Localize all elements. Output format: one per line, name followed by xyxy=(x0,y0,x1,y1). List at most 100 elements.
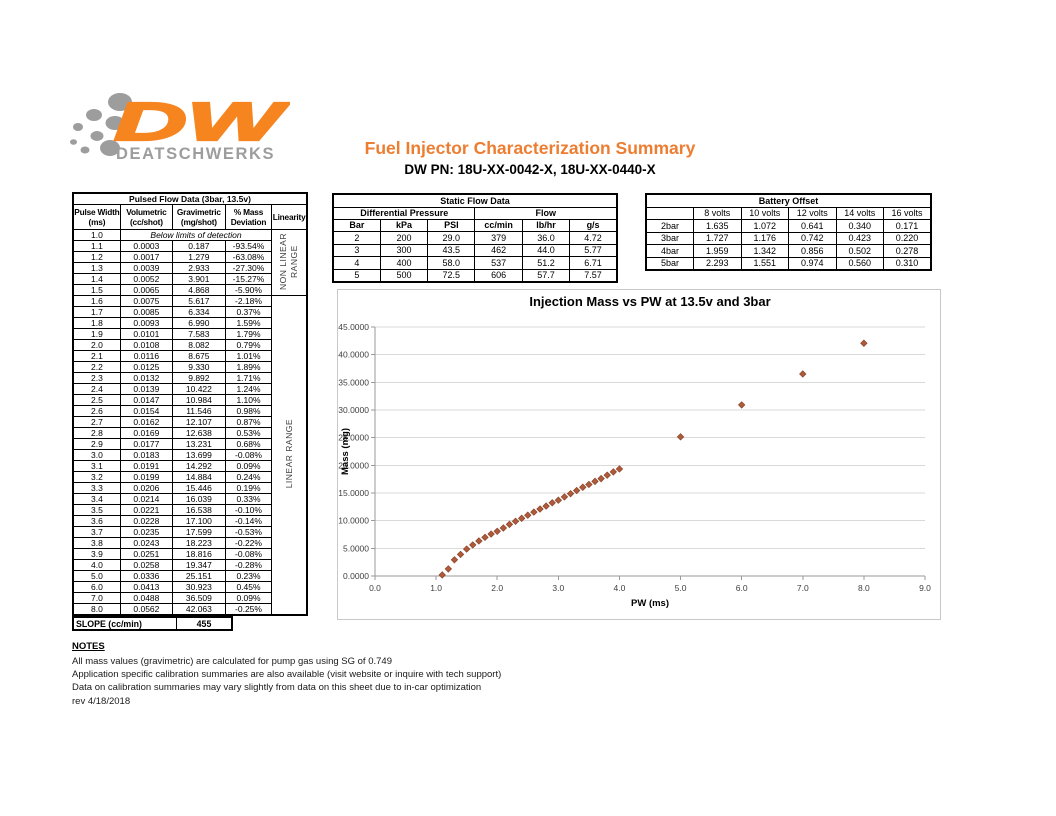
data-point-marker xyxy=(554,496,563,504)
data-point-marker xyxy=(548,499,556,507)
static-cell: 5.77 xyxy=(569,243,618,257)
volumetric-cell: 0.0147 xyxy=(119,394,173,406)
pulse-width-cell: 2.4 xyxy=(72,383,121,395)
data-point-marker xyxy=(676,433,685,441)
pulse-width-cell: 3.1 xyxy=(72,460,121,472)
gravimetric-cell: 11.546 xyxy=(171,405,226,417)
pulse-width-cell: 3.8 xyxy=(72,537,121,549)
gravimetric-cell: 9.892 xyxy=(171,372,226,384)
battery-col-header xyxy=(645,206,694,220)
data-point-marker xyxy=(536,505,544,513)
pulse-width-cell: 3.9 xyxy=(72,548,121,560)
data-point-marker xyxy=(493,527,501,535)
pulsed-data-row: 2.9 0.0177 13.231 0.68% xyxy=(72,438,307,450)
logo-graphic: DW DEATSCHWERKS xyxy=(70,91,291,163)
pulse-width-cell: 3.6 xyxy=(72,515,121,527)
gravimetric-cell: 18.223 xyxy=(171,537,226,549)
gravimetric-cell: 6.334 xyxy=(171,306,226,318)
battery-cell: 2.293 xyxy=(693,256,742,271)
notes-lines: All mass values (gravimetric) are calcul… xyxy=(72,655,592,708)
gravimetric-cell: 19.347 xyxy=(171,559,226,571)
y-tick-label: 10.0000 xyxy=(338,516,369,526)
pulsed-data-row: 3.4 0.0214 16.039 0.33% xyxy=(72,493,307,505)
y-tick-label: 25.0000 xyxy=(338,433,369,443)
y-tick-label: 0.0000 xyxy=(343,571,369,581)
deviation-cell: -63.08% xyxy=(224,251,273,263)
battery-cell: 0.220 xyxy=(883,231,932,245)
battery-cell: 0.423 xyxy=(835,231,884,245)
static-cell: 7.57 xyxy=(569,268,618,283)
deviation-cell: 0.37% xyxy=(224,306,273,318)
x-tick-label: 7.0 xyxy=(797,583,809,593)
static-data-row: 4 400 58.0 537 51.2 6.71 xyxy=(332,256,618,270)
deviation-cell: 1.24% xyxy=(224,383,273,395)
deviation-cell: 0.09% xyxy=(224,592,273,604)
volumetric-cell: 0.0199 xyxy=(119,471,173,483)
pulsed-data-row: 1.5 0.0065 4.868 -5.90% xyxy=(72,284,307,296)
deviation-cell: -0.14% xyxy=(224,515,273,527)
pulsed-flow-table: Pulsed Flow Data (3bar, 13.5v) Pulse Widt… xyxy=(72,192,308,616)
pulsed-header-row: Pulse Width (ms) Volumetric (cc/shot) Gravim… xyxy=(72,204,308,230)
battery-cell: 0.171 xyxy=(883,219,932,233)
static-col-header: kPa xyxy=(379,218,429,232)
y-tick-label: 30.0000 xyxy=(338,405,369,415)
gravimetric-cell: 12.107 xyxy=(171,416,226,428)
part-numbers: DW PN: 18U-XX-0042-X, 18U-XX-0440-X xyxy=(404,162,656,177)
below-limits-cell: Below limits of detection xyxy=(119,229,273,241)
static-cell: 4 xyxy=(332,256,381,270)
pulse-width-cell: 1.1 xyxy=(72,240,121,252)
data-point-marker xyxy=(481,533,489,542)
x-tick-label: 0.0 xyxy=(369,583,381,593)
battery-col-header: 14 volts xyxy=(835,206,884,220)
gravimetric-cell: 14.292 xyxy=(171,460,226,472)
data-point-marker xyxy=(572,486,581,495)
battery-col-header: 12 volts xyxy=(788,206,837,220)
battery-row-label: 3bar xyxy=(645,231,694,245)
data-point-marker xyxy=(438,571,446,579)
pulse-width-cell: 2.1 xyxy=(72,350,121,362)
y-tick-label: 5.0000 xyxy=(343,543,369,553)
static-title-row: Static Flow Data xyxy=(332,193,618,208)
x-tick-label: 9.0 xyxy=(919,583,931,593)
logo-dw-text: DW xyxy=(114,92,290,152)
note-line: Data on calibration summaries may vary s… xyxy=(72,682,482,694)
x-tick-label: 1.0 xyxy=(430,583,442,593)
volumetric-cell: 0.0183 xyxy=(119,449,173,461)
pulsed-col-header: Gravimetric (mg/shot) xyxy=(171,204,226,230)
gravimetric-cell: 25.151 xyxy=(171,570,226,582)
data-point-marker xyxy=(499,524,508,532)
volumetric-cell: 0.0413 xyxy=(119,581,173,593)
gravimetric-cell: 17.100 xyxy=(171,515,226,527)
volumetric-cell: 0.0336 xyxy=(119,570,173,582)
static-cell: 2 xyxy=(332,231,381,245)
pulsed-data-row: 1.9 0.0101 7.583 1.79% xyxy=(72,328,307,340)
deviation-cell: 1.79% xyxy=(224,328,273,340)
volumetric-cell: 0.0116 xyxy=(119,350,173,362)
data-point-marker xyxy=(597,474,605,483)
pulse-width-cell: 2.3 xyxy=(72,372,121,384)
pulsed-data-row: 2.2 0.0125 9.330 1.89% xyxy=(72,361,307,373)
gravimetric-cell: 7.583 xyxy=(171,328,226,340)
chart-title: Injection Mass vs PW at 13.5v and 3bar xyxy=(529,294,770,309)
static-col-header: PSI xyxy=(427,218,476,232)
deviation-cell: -15.27% xyxy=(224,273,273,285)
pulsed-data-row: 1.4 0.0052 3.901 -15.27% xyxy=(72,273,307,285)
pulsed-data-row: 2.6 0.0154 11.546 0.98% xyxy=(72,405,307,417)
gravimetric-cell: 8.082 xyxy=(171,339,226,351)
pulsed-data-row: 3.5 0.0221 16.538 -0.10% xyxy=(72,504,307,516)
pulsed-col-header: Pulse Width (ms) xyxy=(72,204,121,230)
static-cell: 44.0 xyxy=(521,243,571,257)
static-cell: 200 xyxy=(379,231,429,245)
deviation-cell: 0.53% xyxy=(224,427,273,439)
logo-wordmark: DEATSCHWERKS xyxy=(116,145,275,163)
x-axis-title: PW (ms) xyxy=(631,598,669,609)
static-cell: 58.0 xyxy=(427,256,476,270)
deviation-cell: 0.24% xyxy=(224,471,273,483)
pulse-width-cell: 7.0 xyxy=(72,592,121,604)
battery-cell: 0.742 xyxy=(788,231,837,245)
gravimetric-cell: 17.599 xyxy=(171,526,226,538)
gravimetric-cell: 15.446 xyxy=(171,482,226,494)
data-point-marker xyxy=(475,537,483,545)
pulse-width-cell: 2.7 xyxy=(72,416,121,428)
static-group-header: Differential Pressure xyxy=(332,206,476,220)
